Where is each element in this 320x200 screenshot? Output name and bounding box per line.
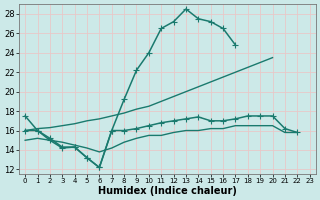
X-axis label: Humidex (Indice chaleur): Humidex (Indice chaleur) [98, 186, 237, 196]
